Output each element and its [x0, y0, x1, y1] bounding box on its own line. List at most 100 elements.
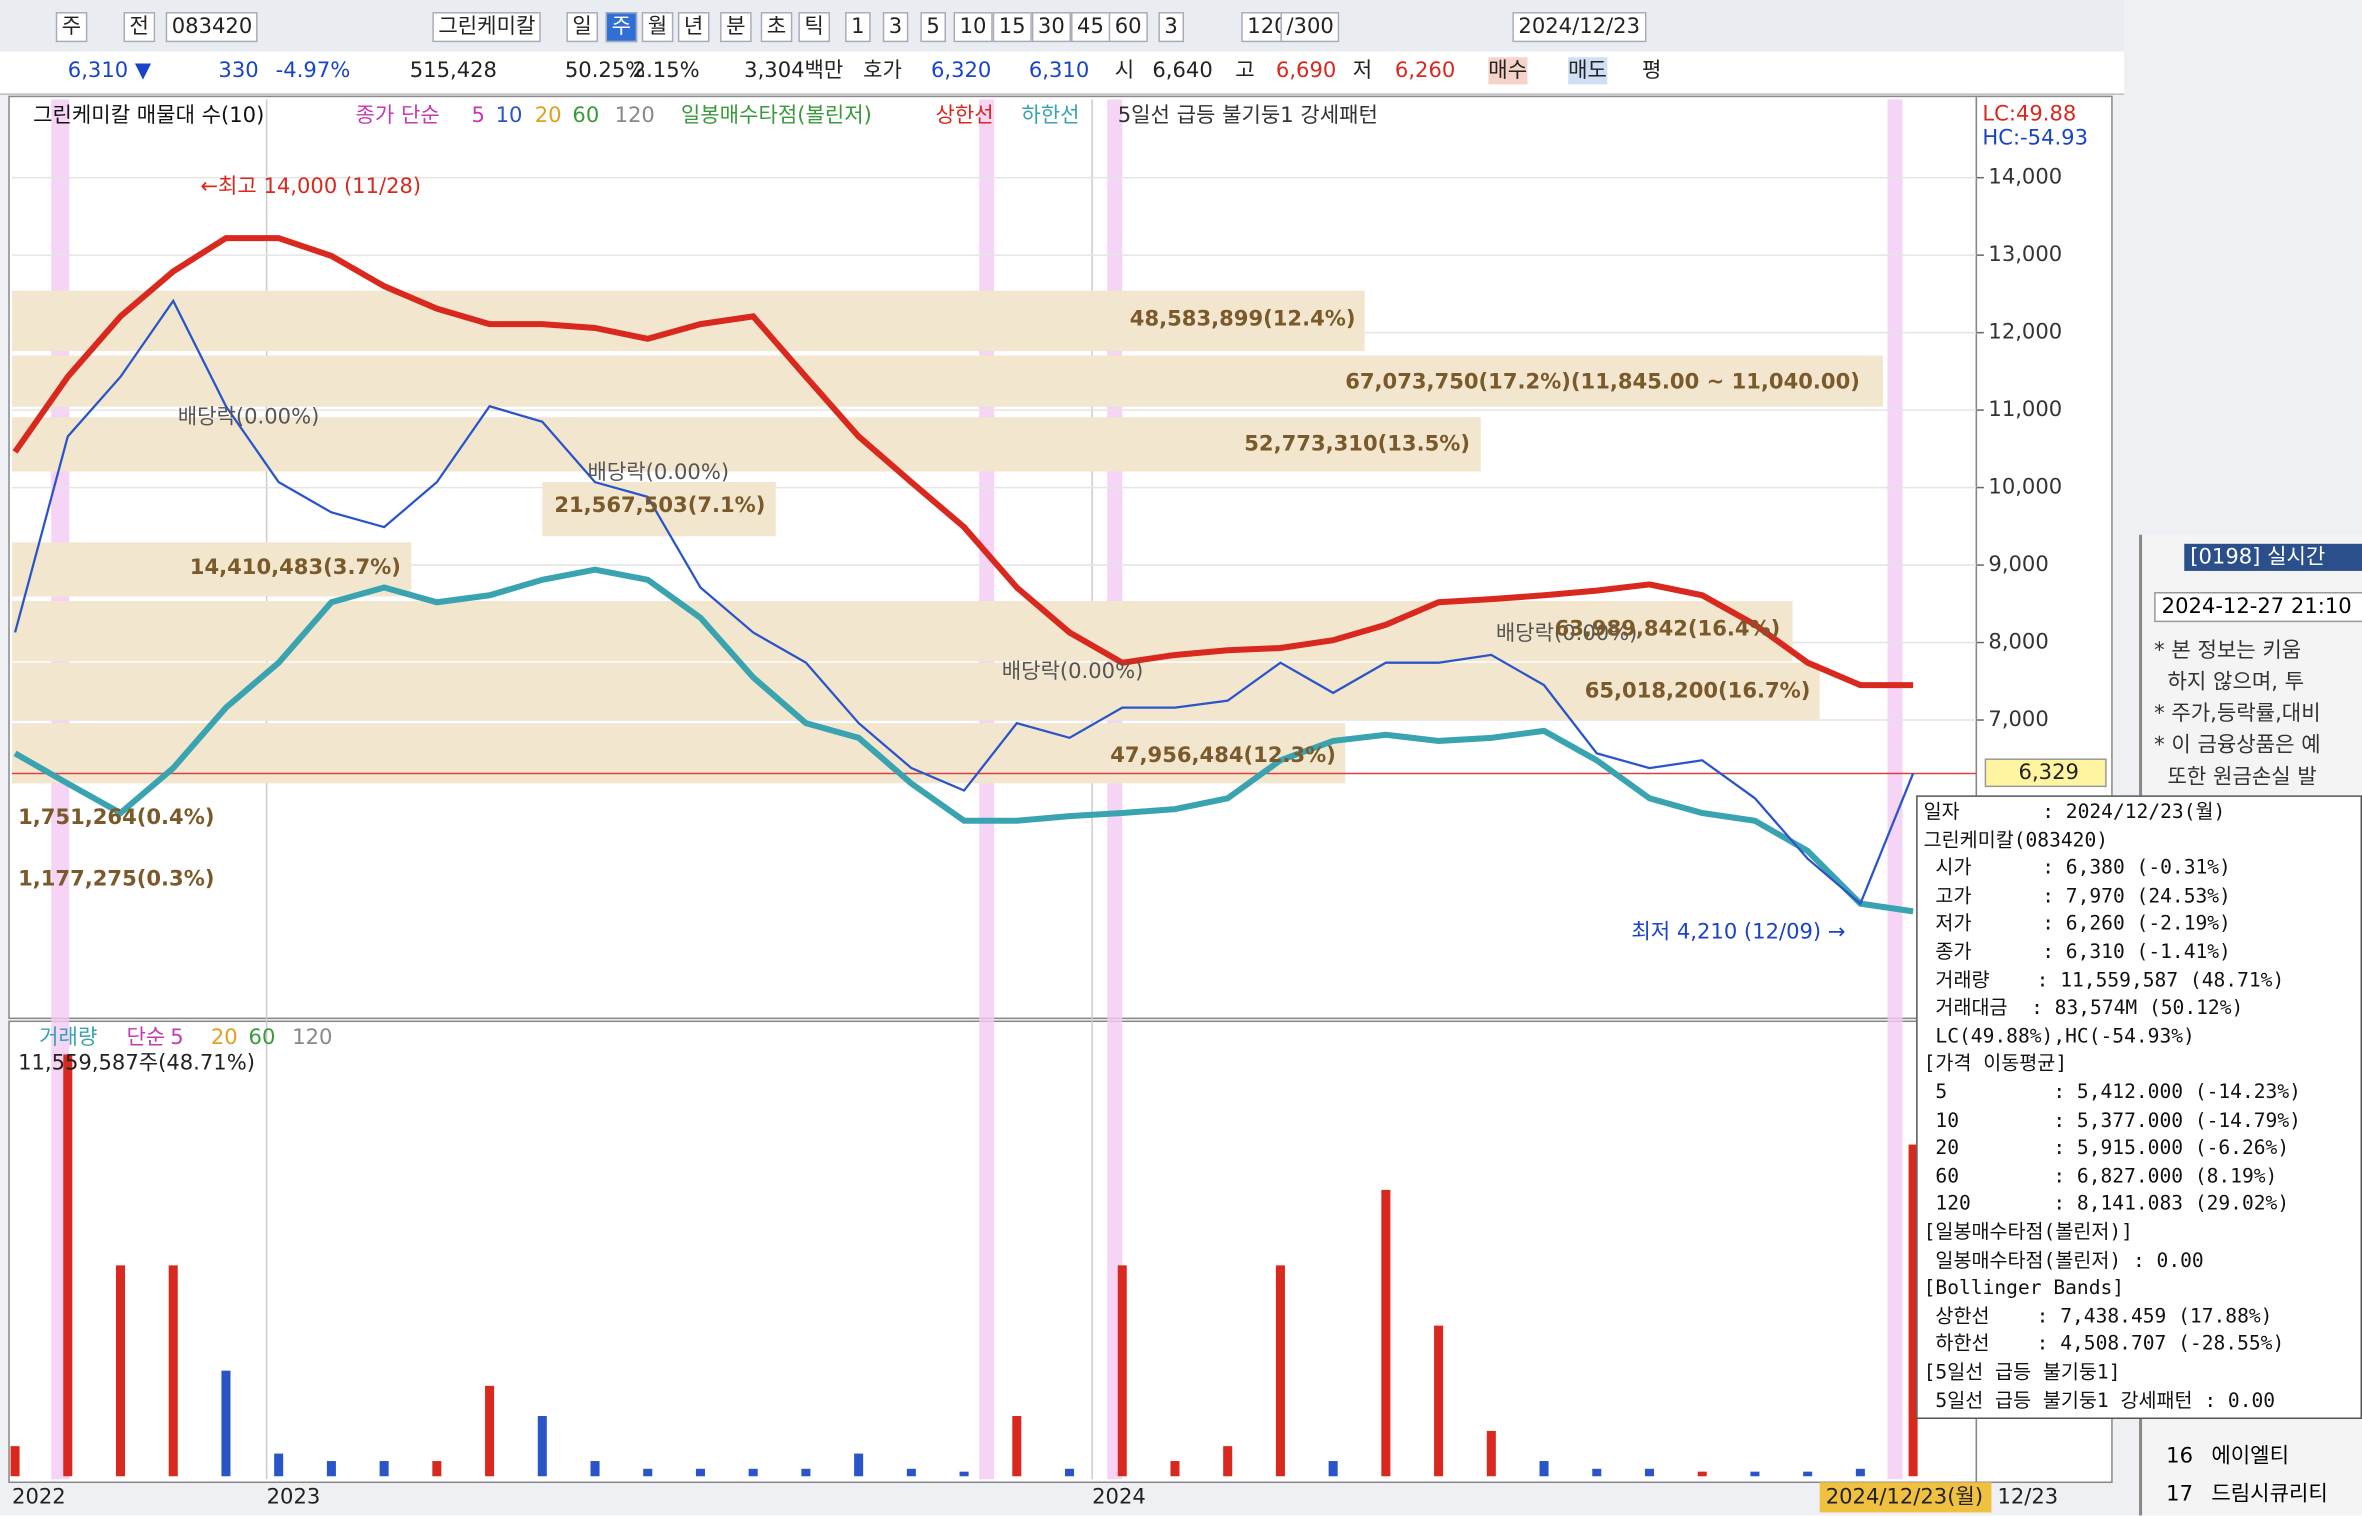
row-index: 17: [2166, 1482, 2194, 1507]
info-line: 5일선 급등 불기둥1 강세패턴 : 0.00: [1923, 1389, 2276, 1413]
volume-profile: [12, 290, 1365, 351]
lc-label: LC:49.88: [1982, 100, 2076, 125]
y-tick-label: 10,000: [1988, 474, 2062, 499]
info-line: 거래량 : 11,559,587 (48.71%): [1923, 969, 2285, 993]
toolbar-button[interactable]: 초: [760, 12, 793, 43]
x-label: 12/23: [1997, 1483, 2058, 1508]
toolbar-button[interactable]: 3: [1158, 12, 1184, 43]
volume-legend: 5: [170, 1024, 183, 1049]
info-line: 60 : 6,827.000 (8.19%): [1923, 1165, 2278, 1189]
quote-field: 호가: [863, 58, 902, 83]
profile-label: 67,073,750(17.2%)(11,845.00 ~ 11,040.00): [1345, 369, 1860, 394]
volume-bar: [1592, 1468, 1602, 1477]
y-tick-label: 13,000: [1988, 241, 2062, 266]
toolbar-button[interactable]: 2024/12/23: [1512, 12, 1647, 43]
info-line: [일봉매수타점(볼린저)]: [1923, 1221, 2133, 1245]
toolbar-button[interactable]: 주: [605, 12, 638, 43]
volume-bar: [1275, 1265, 1285, 1477]
toolbar-button[interactable]: 분: [720, 12, 752, 43]
profile-label: 1,751,264(0.4%): [18, 804, 214, 829]
side-title: [0198] 실시간: [2184, 543, 2362, 571]
volume-legend: 단순: [127, 1024, 166, 1049]
volume-bar: [1539, 1461, 1549, 1477]
toolbar-button[interactable]: 주: [55, 12, 88, 43]
legend-item: 그린케미칼 매물대 수(10): [33, 102, 264, 127]
toolbar-button[interactable]: 그린케미칼: [432, 12, 542, 43]
profile-label: 21,567,503(7.1%): [554, 492, 765, 517]
quote-field: 515,428: [409, 58, 497, 83]
quote-field[interactable]: 매수: [1488, 57, 1528, 85]
toolbar-button[interactable]: 일: [566, 12, 598, 43]
volume-bar: [1750, 1471, 1760, 1477]
info-line: 일봉매수타점(볼린저) : 0.00: [1923, 1249, 2204, 1273]
toolbar-button[interactable]: 전: [123, 12, 155, 43]
annotation: 배당락(0.00%): [1496, 620, 1638, 645]
x-label: 2024/12/23(월): [1826, 1483, 1983, 1508]
row-name[interactable]: 드림시큐리티: [2211, 1482, 2328, 1507]
toolbar-button[interactable]: 년: [677, 12, 710, 43]
quote-field: 330: [218, 58, 259, 83]
legend-item: 하한선: [1021, 102, 1079, 127]
volume-bar: [1381, 1189, 1391, 1477]
y-tick-label: 12,000: [1988, 319, 2062, 344]
row-name[interactable]: 에이엘티: [2211, 1444, 2289, 1469]
quote-field[interactable]: 매도: [1568, 57, 1607, 85]
toolbar-button[interactable]: 5: [920, 12, 946, 43]
info-line: 하한선 : 4,508.707 (-28.55%): [1923, 1333, 2285, 1357]
y-tick-label: 8,000: [1988, 629, 2048, 654]
toolbar-button[interactable]: 45: [1071, 12, 1110, 43]
series-line: [13, 566, 1914, 915]
price-tag: 6,329: [2019, 759, 2079, 784]
profile-label: 65,018,200(16.7%): [1585, 677, 1811, 702]
info-line: 시가 : 6,380 (-0.31%): [1923, 857, 2231, 881]
toolbar-button[interactable]: 3: [882, 12, 909, 43]
volume-bar: [537, 1415, 547, 1477]
profile-label: 48,583,899(12.4%): [1130, 305, 1356, 330]
toolbar-button[interactable]: 083420: [165, 12, 259, 43]
quote-field: 저: [1352, 58, 1373, 83]
toolbar-button[interactable]: 틱: [798, 12, 830, 43]
toolbar-button[interactable]: 10: [953, 12, 993, 43]
quote-field: 시: [1114, 58, 1135, 83]
info-line: 상한선 : 7,438.459 (17.88%): [1923, 1305, 2273, 1329]
toolbar-button[interactable]: 30: [1031, 12, 1071, 43]
volume-bar: [1328, 1461, 1338, 1477]
toolbar-button[interactable]: 60: [1108, 12, 1148, 43]
legend-item: 일봉매수타점(볼린저): [681, 102, 872, 127]
info-line: 일자 : 2024/12/23(월): [1923, 801, 2226, 824]
volume-bar: [63, 1054, 73, 1477]
legend-item: 상한선: [935, 102, 993, 127]
toolbar-button[interactable]: /300: [1280, 12, 1340, 43]
info-line: [Bollinger Bands]: [1923, 1277, 2125, 1301]
info-line: [5일선 급등 불기둥1]: [1923, 1361, 2121, 1385]
annotation: ←최고 14,000 (11/28): [200, 173, 421, 198]
info-line: 10 : 5,377.000 (-14.79%): [1923, 1109, 2301, 1133]
series-line: [13, 298, 1915, 906]
series-line: [12, 235, 1914, 689]
annotation: 배당락(0.00%): [587, 459, 729, 484]
quote-field[interactable]: 평: [1641, 58, 1662, 83]
date-tag-box: [1819, 1482, 1992, 1513]
volume-bar: [748, 1468, 758, 1477]
info-line: 20 : 5,915.000 (-6.26%): [1923, 1137, 2290, 1161]
hc-label: HC:-54.93: [1982, 125, 2088, 150]
toolbar-button[interactable]: 1: [845, 12, 871, 43]
x-label: 2022: [12, 1483, 66, 1508]
volume-label: 11,559,587주(48.71%): [18, 1050, 255, 1075]
toolbar-button[interactable]: 월: [641, 12, 674, 43]
volume-bar: [1223, 1446, 1233, 1477]
y-tick-label: 9,000: [1988, 551, 2048, 576]
volume-bar: [1117, 1265, 1127, 1477]
volume-bar: [1908, 1144, 1918, 1477]
quote-field: 2.15%: [632, 58, 700, 83]
volume-profile: [12, 662, 1820, 721]
side-note: 또한 원금손실 발: [2154, 765, 2317, 790]
volume-bar: [379, 1461, 389, 1477]
toolbar: 주 전 083420 그린케미칼 일 주 월 년 분 초 틱 1 3 5 10 15 30 45 60 3 120/30…: [0, 0, 2124, 53]
info-line: 저가 : 6,260 (-2.19%): [1923, 913, 2231, 937]
quote-field: 6,320: [930, 58, 992, 83]
quote-field: 6,640: [1152, 58, 1213, 83]
toolbar-button[interactable]: 15: [992, 12, 1032, 43]
volume-bar: [1855, 1468, 1865, 1477]
legend-item: 60: [572, 102, 599, 127]
